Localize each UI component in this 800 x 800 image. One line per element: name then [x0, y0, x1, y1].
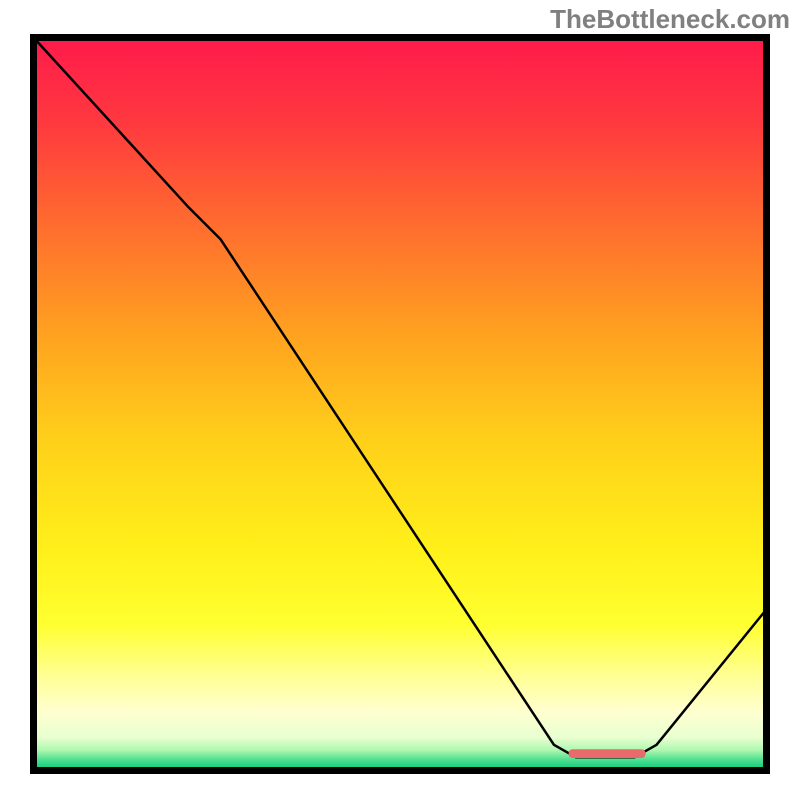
gradient-background — [34, 38, 767, 771]
optimal-range-marker — [569, 749, 646, 758]
bottleneck-chart — [0, 0, 800, 800]
attribution-text: TheBottleneck.com — [550, 4, 790, 35]
